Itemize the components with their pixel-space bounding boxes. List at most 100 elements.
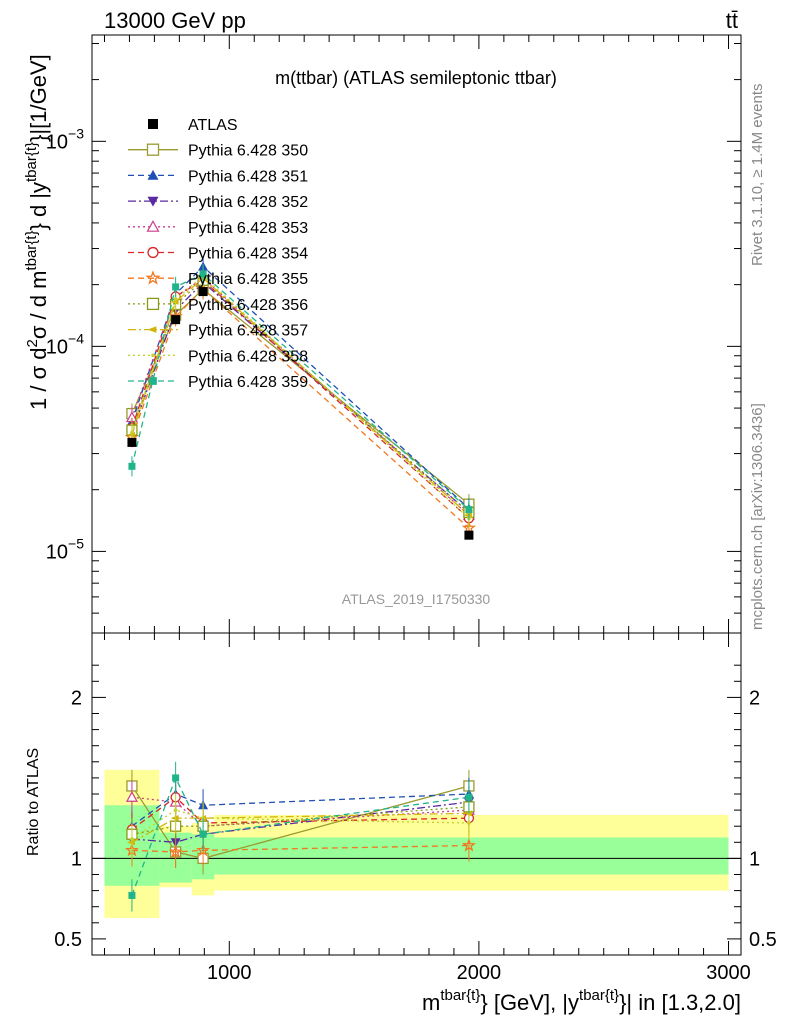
data-point: [145, 270, 161, 285]
data-point: [195, 842, 211, 857]
legend-entry: Pythia 6.428 355: [128, 270, 308, 288]
ratio-series-layer: [124, 761, 477, 912]
data-point: [168, 844, 183, 858]
x-tick-label: 1000: [207, 962, 252, 984]
legend-entry: Pythia 6.428 359: [128, 374, 308, 391]
data-point: [149, 377, 157, 385]
legend-label: Pythia 6.428 350: [188, 143, 308, 160]
data-point: [147, 169, 159, 180]
legend: ATLAS Pythia 6.428 350 Pythia 6.428 351 Pyt…: [128, 117, 308, 391]
ratio-uncertainty-bands: [104, 769, 729, 918]
data-point: [465, 506, 473, 514]
legend-entry: Pythia 6.428 352: [128, 194, 308, 211]
legend-entry: Pythia 6.428 351: [128, 168, 308, 185]
chart-title: m(ttbar) (ATLAS semileptonic ttbar): [275, 68, 557, 88]
analysis-label: ATLAS_2019_I1750330: [342, 591, 491, 607]
ratio-series-line: [131, 776, 470, 896]
data-point: [171, 315, 181, 325]
main-series-9: [128, 264, 473, 520]
legend-label: Pythia 6.428 358: [188, 348, 308, 365]
legend-label: Pythia 6.428 359: [188, 374, 308, 391]
legend-entry: Pythia 6.428 350: [128, 143, 308, 160]
data-point: [463, 512, 472, 519]
data-point: [125, 790, 138, 802]
series-line: [131, 265, 470, 509]
atlas-data-points: [127, 287, 474, 540]
ratio-band-inner: [214, 837, 729, 875]
header-right: tt̄: [726, 8, 738, 33]
legend-label: ATLAS: [188, 117, 238, 134]
series-line: [131, 288, 470, 505]
ratio-series-line: [131, 806, 469, 835]
data-point: [463, 810, 472, 817]
ratio-series-line: [131, 809, 469, 840]
data-point: [146, 220, 160, 232]
data-point: [461, 520, 477, 535]
ratio-y-axis-label: Ratio to ATLAS: [25, 748, 42, 856]
y-axis-label: 1 / σ d2σ / d mtbar{t}} d |ytbar{t}}|[1/…: [23, 54, 51, 410]
legend-label: Pythia 6.428 356: [188, 297, 308, 314]
data-point: [173, 808, 178, 812]
data-point: [128, 891, 136, 899]
data-point: [199, 270, 207, 278]
ratio-tick-label-left: 0.5: [54, 929, 82, 951]
data-point: [172, 283, 180, 291]
series-line: [131, 279, 470, 513]
data-point: [172, 774, 180, 782]
legend-label: Pythia 6.428 354: [188, 246, 308, 263]
ratio-series-line: [131, 796, 469, 827]
ratio-series-line: [131, 844, 469, 853]
data-point: [173, 297, 178, 301]
y-tick-label: 10−3: [46, 125, 84, 153]
header-left: 13000 GeV pp: [104, 8, 246, 33]
legend-label: Pythia 6.428 353: [188, 220, 308, 237]
legend-entry-atlas: ATLAS: [148, 117, 238, 134]
ratio-tick-label-right: 1: [749, 848, 760, 870]
data-point: [130, 430, 134, 435]
data-point: [147, 246, 159, 259]
data-point: [126, 839, 135, 846]
ratio-series-9: [128, 761, 473, 912]
ratio-series-line: [131, 801, 469, 843]
rivet-version-label: Rivet 3.1.10, ≥ 1.4M events: [749, 84, 766, 267]
ratio-tick-label-right: 2: [749, 687, 760, 709]
series-line: [131, 277, 470, 516]
ratio-plot-frame: [91, 632, 742, 956]
y-tick-label: 10−5: [46, 535, 84, 563]
ratio-tick-label-left: 1: [71, 848, 82, 870]
series-line: [131, 279, 470, 519]
data-point: [467, 821, 471, 825]
legend-entry: Pythia 6.428 358: [128, 348, 308, 365]
x-axis-label: mtbar{t}} [GeV], |ytbar{t}}| in [1.3,2.0…: [422, 987, 741, 1015]
data-point: [147, 196, 159, 207]
legend-entry: Pythia 6.428 357: [128, 323, 308, 340]
data-point: [148, 119, 158, 129]
data-point: [464, 530, 474, 540]
data-point: [170, 815, 179, 822]
data-point: [198, 287, 208, 297]
series-line: [131, 275, 470, 519]
series-line: [131, 273, 470, 511]
legend-entry: Pythia 6.428 353: [128, 220, 308, 237]
data-point: [146, 143, 160, 156]
data-point: [128, 462, 136, 470]
ratio-tick-label-left: 2: [71, 687, 82, 709]
x-tick-label: 3000: [706, 962, 751, 984]
data-point: [130, 837, 134, 841]
data-point: [199, 830, 207, 838]
ratio-tick-label-right: 0.5: [749, 929, 777, 951]
main-series-layer: [124, 256, 477, 540]
data-point: [147, 326, 157, 333]
series-line: [131, 281, 470, 513]
legend-label: Pythia 6.428 357: [188, 323, 308, 340]
axis-ticks: 1000 2000 3000 10−5 10−4 10−3 0.5 0.5 1 1 2 2: [46, 35, 777, 984]
mcplots-label: mcplots.cern.ch [arXiv:1306.3436]: [749, 403, 766, 630]
data-point: [151, 353, 155, 358]
ratio-series-line: [131, 785, 470, 860]
legend-label: Pythia 6.428 352: [188, 194, 308, 211]
data-point: [465, 793, 473, 801]
legend-label: Pythia 6.428 355: [188, 271, 308, 288]
data-point: [127, 437, 137, 447]
legend-entry: Pythia 6.428 356: [128, 297, 308, 314]
